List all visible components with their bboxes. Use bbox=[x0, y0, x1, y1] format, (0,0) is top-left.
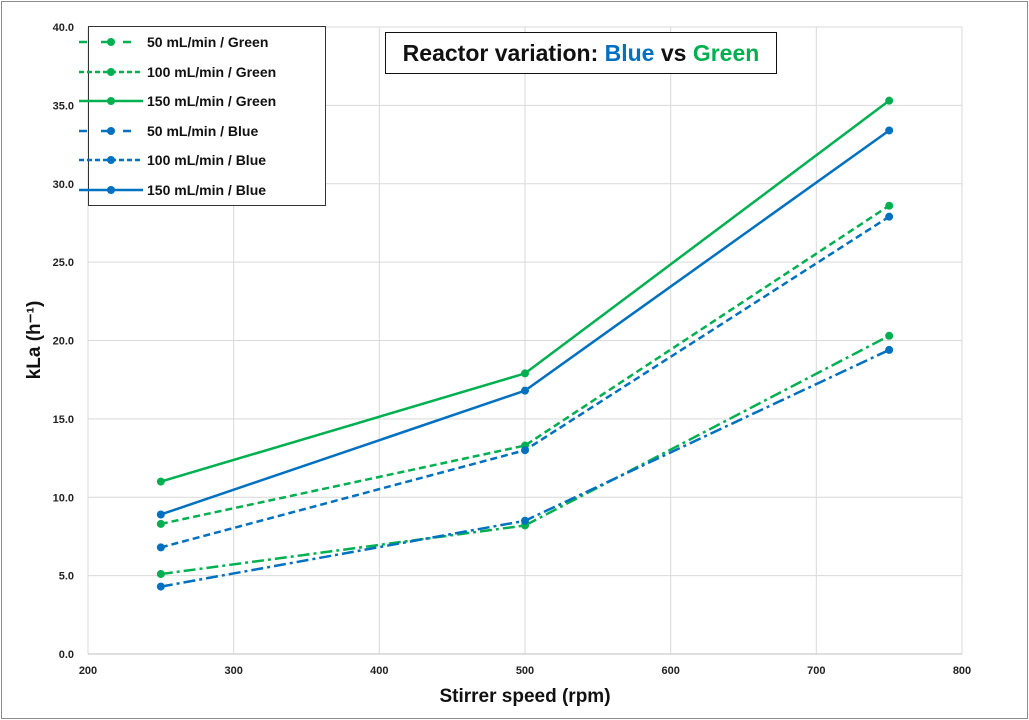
data-point bbox=[156, 582, 165, 591]
y-axis-label: kLa (h⁻¹) bbox=[24, 301, 45, 380]
legend-item: 100 mL/min / Green bbox=[79, 61, 277, 83]
x-tick-label: 200 bbox=[79, 665, 97, 677]
y-tick-label: 30.0 bbox=[53, 179, 74, 191]
legend-swatch bbox=[79, 38, 143, 46]
data-point bbox=[521, 369, 529, 378]
y-tick-label: 35.0 bbox=[53, 100, 74, 112]
data-point bbox=[156, 477, 165, 486]
y-tick-label: 10.0 bbox=[53, 492, 74, 504]
title-green: Green bbox=[692, 39, 760, 66]
series-line bbox=[160, 334, 890, 576]
x-axis-label: Stirrer speed (rpm) bbox=[439, 686, 610, 707]
y-tick-label: 0.0 bbox=[59, 649, 74, 661]
x-tick-label: 300 bbox=[224, 665, 242, 677]
legend-item: 50 mL/min / Blue bbox=[79, 120, 259, 142]
legend-swatch bbox=[79, 126, 143, 135]
data-point bbox=[885, 212, 894, 221]
data-point bbox=[156, 519, 165, 528]
data-point bbox=[885, 96, 894, 105]
legend-label: 100 mL/min / Blue bbox=[147, 152, 267, 168]
legend-label: 50 mL/min / Green bbox=[147, 34, 269, 50]
legend-swatch bbox=[79, 156, 143, 164]
legend-item: 50 mL/min / Green bbox=[79, 31, 269, 53]
x-tick-label: 600 bbox=[661, 665, 679, 677]
series-4 bbox=[156, 212, 894, 552]
legend-item: 100 mL/min / Blue bbox=[79, 149, 267, 171]
data-point bbox=[885, 201, 894, 210]
legend: 50 mL/min / Green 100 mL/min / Green 150 m… bbox=[79, 26, 326, 206]
x-tick-label: 700 bbox=[807, 665, 825, 677]
axes: 200 300 400 500 600 700 800 0.0 5.0 10.0 15.0 20.0 2… bbox=[53, 22, 972, 677]
data-point bbox=[156, 510, 165, 519]
x-tick-label: 800 bbox=[953, 665, 971, 677]
x-tick-label: 400 bbox=[370, 665, 388, 677]
legend-swatch bbox=[79, 185, 143, 194]
title-middle: vs bbox=[654, 39, 693, 66]
y-tick-label: 5.0 bbox=[59, 571, 74, 583]
series-line bbox=[160, 204, 890, 526]
y-tick-label: 40.0 bbox=[53, 22, 74, 34]
y-tick-label: 15.0 bbox=[53, 414, 74, 426]
title-blue: Blue bbox=[604, 39, 655, 66]
legend-label: 150 mL/min / Green bbox=[147, 93, 277, 109]
data-point bbox=[885, 126, 894, 135]
legend-label: 100 mL/min / Green bbox=[147, 63, 277, 80]
chart-title: Reactor variation: Blue vs Green bbox=[385, 32, 777, 74]
title-prefix: Reactor variation: bbox=[402, 39, 605, 66]
legend-label: 150 mL/min / Blue bbox=[147, 181, 267, 198]
y-tick-label: 20.0 bbox=[53, 336, 74, 348]
data-point bbox=[521, 446, 529, 455]
x-tick-label: 500 bbox=[516, 665, 534, 677]
legend-label: 50 mL/min / Blue bbox=[147, 122, 259, 139]
data-point bbox=[885, 345, 894, 354]
legend-swatch bbox=[79, 97, 143, 105]
data-point bbox=[156, 543, 165, 552]
legend-swatch bbox=[79, 67, 143, 76]
data-point bbox=[521, 516, 529, 525]
data-point bbox=[521, 386, 529, 395]
data-point bbox=[885, 331, 894, 340]
data-point bbox=[156, 570, 165, 579]
legend-item: 150 mL/min / Green bbox=[79, 90, 277, 112]
series-2 bbox=[156, 96, 894, 486]
series-5 bbox=[156, 126, 894, 519]
y-tick-label: 25.0 bbox=[53, 257, 74, 269]
legend-item: 150 mL/min / Blue bbox=[79, 179, 267, 201]
series-3 bbox=[156, 345, 894, 591]
series-group bbox=[156, 96, 894, 591]
